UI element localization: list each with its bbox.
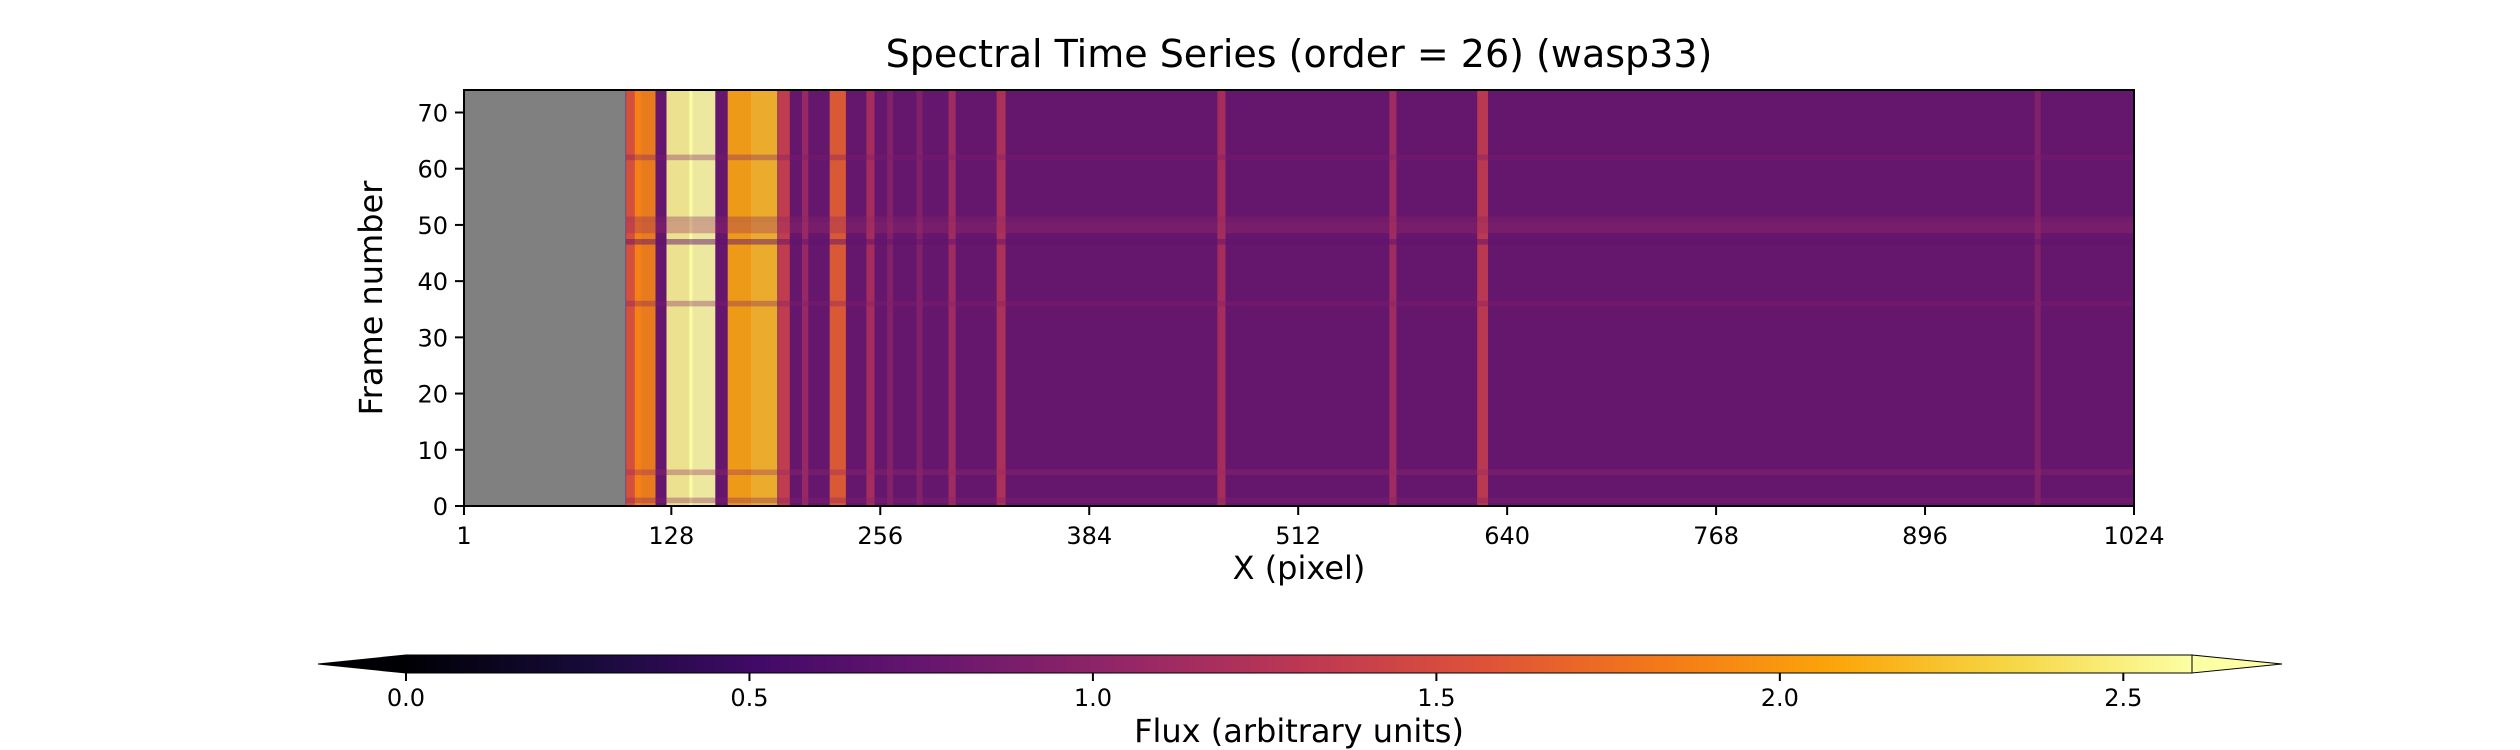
x-tick-label: 384 [1066,522,1112,550]
spectral-line [634,90,656,506]
x-tick-label: 640 [1484,522,1530,550]
x-tick-label: 512 [1275,522,1321,550]
heatmap-rows [464,154,2134,504]
spectral-line [1389,90,1397,506]
colorbar-extend-under [317,654,407,674]
colorbar-ticks: 0.0 0.5 1.0 1.5 2.0 2.5 [387,673,2142,712]
colorbar-extend-over [2191,654,2283,674]
colorbar-tick-label: 2.0 [1761,684,1799,712]
masked-region [464,90,626,506]
spectral-line [887,90,894,506]
colorbar: 0.0 0.5 1.0 1.5 2.0 2.5 Flux (arbitrary units… [317,654,2283,750]
spectral-line [866,90,875,506]
colorbar-tick-label: 1.5 [1417,684,1455,712]
x-axis: 1 128 256 384 512 640 768 896 1024 [456,506,2165,550]
y-tick-label: 30 [417,324,448,352]
y-tick-label: 50 [417,212,448,240]
spectral-line [829,90,846,506]
y-tick-label: 10 [417,437,448,465]
spectral-line [751,90,778,506]
spectral-line [1217,90,1226,506]
colorbar-gradient [406,655,2192,673]
spectral-line [689,90,716,506]
colorbar-label: Flux (arbitrary units) [1134,712,1464,750]
colorbar-tick-label: 0.5 [730,684,768,712]
heatmap-columns [626,90,2041,506]
colorbar-tick-label: 2.5 [2104,684,2142,712]
x-axis-label: X (pixel) [1233,549,1366,587]
y-tick-label: 70 [417,99,448,127]
spectral-line [2034,90,2041,506]
y-axis: 0 10 20 30 40 50 60 70 [417,99,464,521]
colorbar-tick-label: 0.0 [387,684,425,712]
frame-row [464,300,2134,307]
spectral-line [802,90,809,506]
frame-row [464,154,2134,161]
x-tick-label: 256 [857,522,903,550]
x-tick-label: 128 [648,522,694,550]
spectral-line [916,90,923,506]
chart-title: Spectral Time Series (order = 26) (wasp3… [886,32,1713,76]
y-axis-label: Frame number [352,180,390,416]
y-tick-label: 0 [433,493,448,521]
colorbar-frame [405,654,2193,674]
x-tick-label: 896 [1902,522,1948,550]
y-tick-label: 20 [417,381,448,409]
frame-row [464,216,2134,223]
spectral-line [666,90,693,506]
frame-row [464,227,2134,234]
x-tick-label: 1 [456,522,471,550]
y-tick-label: 60 [417,156,448,184]
y-tick-label: 40 [417,268,448,296]
x-tick-label: 1024 [2103,522,2164,550]
spectral-line [778,90,790,506]
frame-row [464,469,2134,476]
spectral-line [1477,90,1488,506]
frame-row [464,497,2134,504]
spectral-line [948,90,956,506]
x-tick-label: 768 [1693,522,1739,550]
frame-row [464,222,2134,228]
spectral-line [996,90,1006,506]
heatmap-area [464,90,2134,506]
colorbar-tick-label: 1.0 [1074,684,1112,712]
frame-row [464,239,2134,245]
spectral-line [727,90,752,506]
